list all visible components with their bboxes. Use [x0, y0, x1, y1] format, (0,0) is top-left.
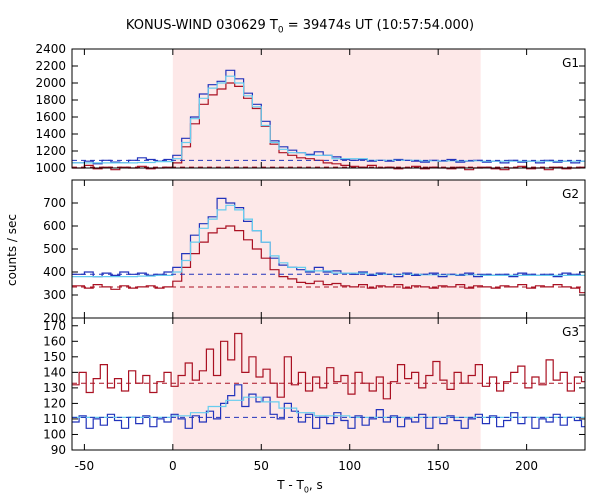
panel-g3-ytick-label: 170 — [43, 319, 66, 333]
panel-g1-frame — [71, 48, 586, 169]
panel-g2-ytick-label: 200 — [43, 311, 66, 325]
x-tick-label: 200 — [515, 459, 538, 473]
panel-g1-ytick-label: 1200 — [35, 144, 66, 158]
panel-g1-ytick-label: 1800 — [35, 93, 66, 107]
panel-g2-cyan-series — [72, 204, 585, 278]
chart-title: KONUS-WIND 030629 T0 = 39474s UT (10:57:… — [125, 18, 475, 36]
panel-g3-ytick-label: 160 — [43, 334, 66, 348]
panel-g1-ytick-label: 2400 — [35, 42, 66, 56]
panel-g2-red-series — [72, 225, 585, 294]
panel-g2-label: G2 — [562, 187, 579, 201]
panel-g2-ytick-label: 500 — [43, 242, 66, 256]
panel-g1-shaded-interval — [172, 49, 481, 168]
x-tick-label: 0 — [169, 459, 177, 473]
x-tick-label: 100 — [338, 459, 361, 473]
panel-g3-blue-series — [72, 384, 585, 429]
panel-g1-ytick-label: 1600 — [35, 110, 66, 124]
panel-g3-ytick-label: 150 — [43, 350, 66, 364]
panel-g1-ytick-label: 1000 — [35, 161, 66, 175]
panel-g3-ytick-label: 130 — [43, 381, 66, 395]
panel-g1-ytick-label: 2200 — [35, 59, 66, 73]
panel-g3-cyan-series — [72, 396, 585, 418]
panel-g3-ytick-label: 90 — [51, 443, 66, 457]
panel-g2-ytick-label: 300 — [43, 288, 66, 302]
x-tick-label: 150 — [427, 459, 450, 473]
panel-g3-red-series — [72, 332, 585, 400]
panel-g3-ytick-label: 110 — [43, 412, 66, 426]
panel-g3-frame — [71, 317, 586, 451]
panel-g3-label: G3 — [562, 325, 579, 339]
panel-g3-ytick-label: 120 — [43, 396, 66, 410]
panel-g1-ytick-label: 1400 — [35, 127, 66, 141]
panel-g1-label: G1 — [562, 56, 579, 70]
panel-g1-ytick-label: 2000 — [35, 76, 66, 90]
x-tick-label: -50 — [75, 459, 95, 473]
panel-g1-cyan-series — [72, 75, 585, 164]
panel-g2-ytick-label: 400 — [43, 265, 66, 279]
panel-g3-ytick-label: 100 — [43, 427, 66, 441]
panel-g2-ytick-label: 700 — [43, 196, 66, 210]
x-axis-label: T - T0, s — [277, 478, 323, 495]
x-tick-label: 50 — [254, 459, 269, 473]
panel-g2-shaded-interval — [172, 180, 481, 318]
panel-g2-ytick-label: 600 — [43, 219, 66, 233]
panel-g3-ytick-label: 140 — [43, 365, 66, 379]
